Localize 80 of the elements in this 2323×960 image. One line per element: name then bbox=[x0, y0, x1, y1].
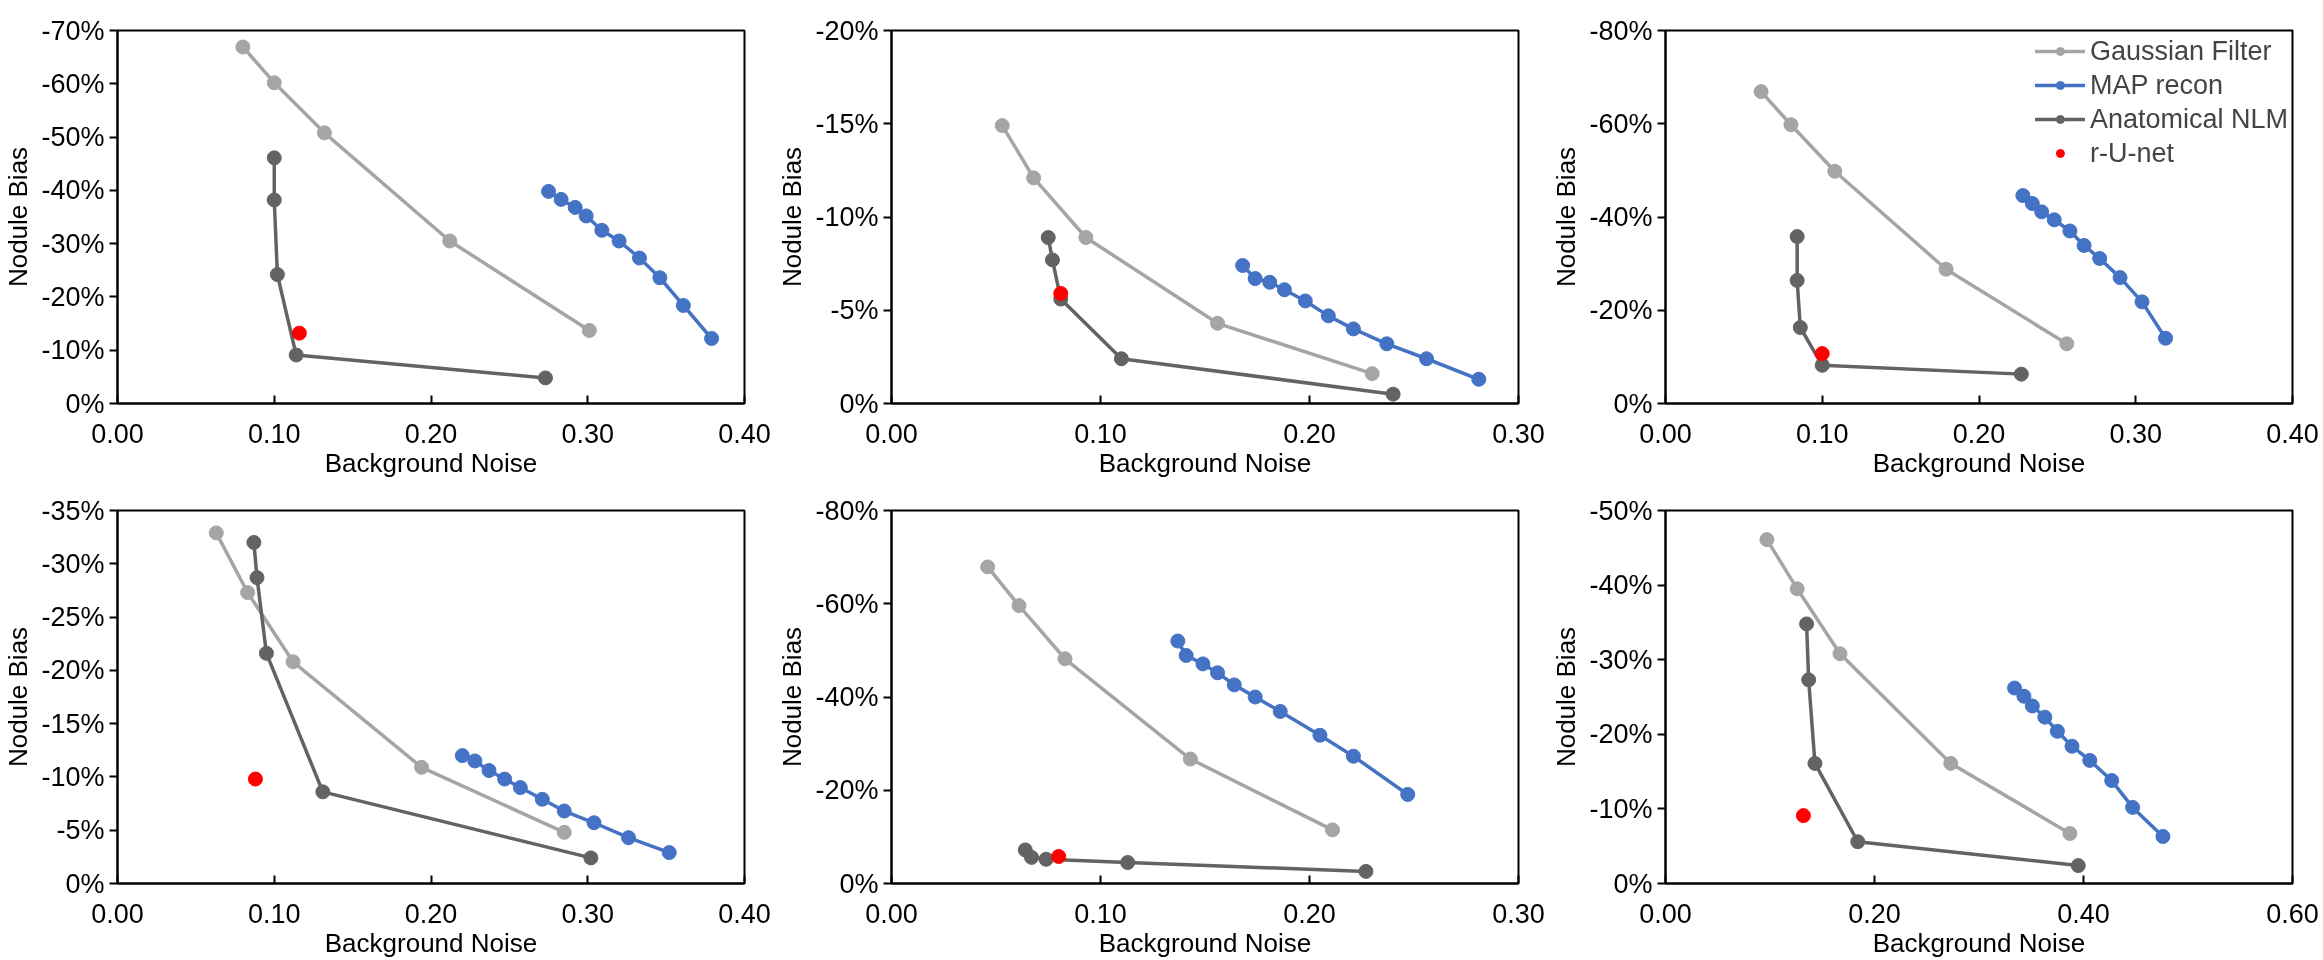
x-tick-label: 0.00 bbox=[1639, 898, 1692, 929]
y-tick-label: -70% bbox=[41, 15, 105, 46]
y-axis-title: Nodule Bias bbox=[3, 146, 34, 288]
y-tick-label: -30% bbox=[41, 228, 105, 259]
x-tick-label: 0.30 bbox=[2109, 418, 2163, 449]
x-tick-label: 0.30 bbox=[561, 418, 615, 449]
x-tick-label: 0.00 bbox=[865, 898, 918, 929]
y-tick-label: -15% bbox=[815, 108, 879, 139]
legend-label: Gaussian Filter bbox=[2089, 34, 2272, 68]
y-tick-label: 0% bbox=[839, 388, 879, 419]
x-tick-label: 0.30 bbox=[1492, 898, 1545, 929]
x-tick-label: 0.60 bbox=[2266, 898, 2319, 929]
x-tick-label: 0.30 bbox=[1492, 418, 1545, 449]
x-tick-label: 0.20 bbox=[404, 898, 458, 929]
y-tick-label: -15% bbox=[41, 708, 105, 739]
x-axis-title: Background Noise bbox=[1872, 927, 2086, 958]
y-tick-label: 0% bbox=[839, 868, 879, 899]
x-tick-label: 0.10 bbox=[1795, 418, 1849, 449]
x-tick-label: 0.10 bbox=[1074, 418, 1127, 449]
x-axis-title: Background Noise bbox=[1872, 447, 2086, 478]
x-tick-label: 0.20 bbox=[1848, 898, 1901, 929]
y-tick-label: 0% bbox=[1613, 868, 1653, 899]
y-tick-label: 0% bbox=[65, 868, 105, 899]
y-tick-label: -80% bbox=[1589, 15, 1653, 46]
x-tick-label: 0.00 bbox=[1639, 418, 1692, 449]
x-tick-label: 0.00 bbox=[91, 418, 144, 449]
x-tick-label: 0.20 bbox=[1952, 418, 2006, 449]
x-axis-title: Background Noise bbox=[324, 927, 538, 958]
y-tick-label: -40% bbox=[41, 175, 105, 206]
y-tick-label: -20% bbox=[41, 655, 105, 686]
y-axis-title: Nodule Bias bbox=[1551, 626, 1582, 768]
y-tick-label: -10% bbox=[815, 202, 879, 232]
x-tick-label: 0.30 bbox=[561, 898, 615, 929]
x-tick-label: 0.40 bbox=[2057, 898, 2110, 929]
y-tick-label: -40% bbox=[1589, 570, 1653, 601]
legend-label: Anatomical NLM bbox=[2089, 102, 2288, 136]
y-tick-label: -20% bbox=[1589, 719, 1653, 750]
x-tick-label: 0.00 bbox=[91, 898, 144, 929]
y-tick-label: -30% bbox=[41, 548, 105, 579]
y-tick-label: -20% bbox=[41, 281, 105, 312]
y-tick-label: -60% bbox=[815, 588, 879, 619]
x-axis-title: Background Noise bbox=[1098, 447, 1312, 478]
y-tick-label: -80% bbox=[815, 495, 879, 526]
y-tick-label: -60% bbox=[41, 68, 105, 99]
y-tick-label: -40% bbox=[815, 682, 879, 712]
y-tick-label: -20% bbox=[1589, 295, 1653, 326]
y-tick-label: -50% bbox=[1589, 495, 1653, 526]
y-tick-label: 0% bbox=[1613, 388, 1653, 419]
y-tick-label: -50% bbox=[41, 122, 105, 153]
x-tick-label: 0.10 bbox=[247, 418, 301, 449]
y-tick-label: -35% bbox=[41, 495, 105, 526]
x-tick-label: 0.40 bbox=[718, 418, 771, 449]
x-tick-label: 0.00 bbox=[865, 418, 918, 449]
y-tick-label: -10% bbox=[1589, 793, 1653, 824]
y-tick-label: -30% bbox=[1589, 644, 1653, 675]
y-tick-label: -10% bbox=[41, 761, 105, 792]
legend-label: r-U-net bbox=[2089, 136, 2174, 170]
x-tick-label: 0.40 bbox=[718, 898, 771, 929]
x-tick-label: 0.20 bbox=[1283, 898, 1336, 929]
y-tick-label: -5% bbox=[830, 295, 879, 326]
y-tick-label: -40% bbox=[1589, 202, 1653, 232]
x-tick-label: 0.20 bbox=[404, 418, 458, 449]
y-tick-label: -20% bbox=[815, 775, 879, 806]
x-tick-label: 0.20 bbox=[1283, 418, 1336, 449]
x-tick-label: 0.10 bbox=[1074, 898, 1127, 929]
legend-label: MAP recon bbox=[2089, 68, 2223, 102]
y-tick-label: -5% bbox=[56, 815, 105, 846]
y-tick-label: -20% bbox=[815, 15, 879, 46]
x-axis-title: Background Noise bbox=[324, 447, 538, 478]
y-tick-label: 0% bbox=[65, 388, 105, 419]
y-axis-title: Nodule Bias bbox=[777, 626, 808, 768]
y-tick-label: -10% bbox=[41, 335, 105, 366]
x-tick-label: 0.10 bbox=[247, 898, 301, 929]
y-tick-label: -25% bbox=[41, 602, 105, 633]
y-tick-label: -60% bbox=[1589, 108, 1653, 139]
y-axis-title: Nodule Bias bbox=[777, 146, 808, 288]
x-tick-label: 0.40 bbox=[2266, 418, 2319, 449]
x-axis-title: Background Noise bbox=[1098, 927, 1312, 958]
y-axis-title: Nodule Bias bbox=[3, 626, 34, 768]
y-axis-title: Nodule Bias bbox=[1551, 146, 1582, 288]
